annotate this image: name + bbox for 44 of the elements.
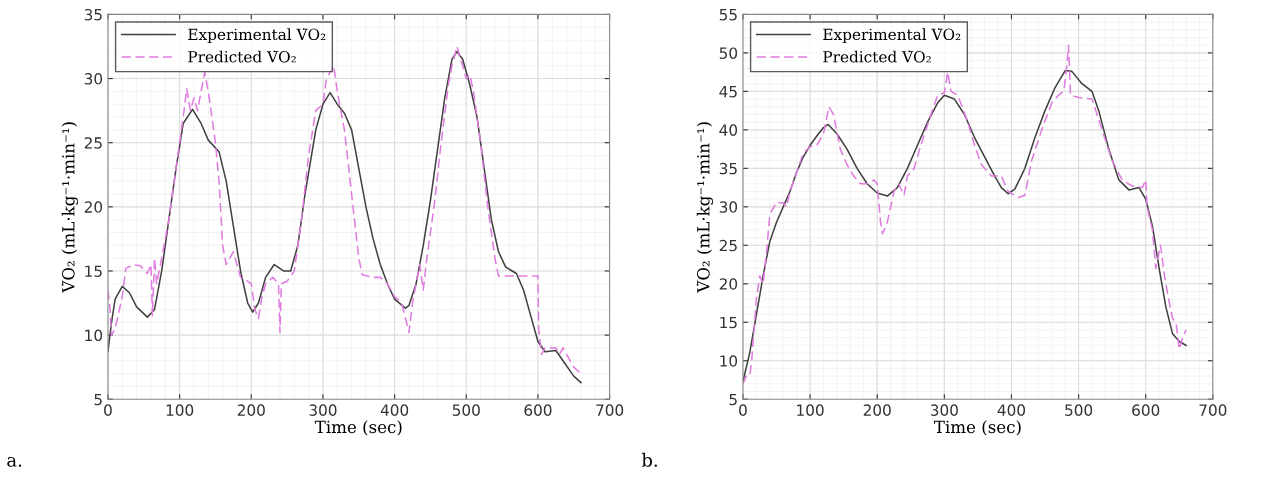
x-tick-label: 200 [863,404,891,416]
x-tick-label: 200 [237,404,265,416]
x-tick-label: 0 [104,404,112,416]
legend-label: Experimental V̇O₂ [823,28,961,44]
y-tick-label: 50 [719,47,738,59]
y-tick-label: 40 [719,124,738,136]
y-tick-label: 35 [719,162,737,175]
y-tick-label: 55 [719,9,737,21]
text: a. [7,456,22,467]
x-axis-title: Time (sec) [314,420,402,436]
y-tick-label: 35 [84,8,102,21]
x-tick-label: 600 [524,404,552,416]
x-tick-label: 100 [797,404,824,416]
x-tick-label: 700 [596,404,624,416]
x-tick-label: 700 [1199,404,1227,416]
legend-label: Predicted V̇O₂ [188,50,296,63]
x-tick-label: 300 [309,404,337,416]
y-tick-label: 10 [85,329,103,342]
y-tick-label: 30 [84,73,103,85]
y-tick-label: 15 [720,316,737,329]
x-tick-label: 500 [452,404,480,416]
y-tick-label: 25 [84,137,102,149]
y-tick-label: 10 [720,355,738,367]
y-tick-label: 5 [729,393,737,406]
y-axis-title: V̇O₂ (mL·kg⁻¹·min⁻¹) [696,122,714,293]
x-tick-label: 500 [1065,404,1093,416]
x-tick-label: 400 [380,404,409,416]
x-tick-label: 300 [930,404,958,416]
legend-label: Experimental V̇O₂ [188,28,326,44]
x-tick-label: 100 [166,404,194,416]
x-axis-title: Time (sec) [933,420,1021,436]
y-tick-label: 30 [719,201,738,213]
y-tick-label: 25 [719,239,737,252]
y-tick-label: 20 [84,201,103,213]
y-tick-label: 45 [719,86,737,98]
legend-label: Predicted V̇O₂ [823,50,931,63]
y-tick-label: 20 [719,278,738,290]
y-tick-label: 15 [85,265,102,277]
x-tick-label: 0 [739,404,747,416]
text: b. [641,452,657,467]
y-tick-label: 5 [94,393,102,406]
y-axis-title: V̇O₂ (mL·kg⁻¹·min⁻¹) [61,122,79,293]
x-tick-label: 600 [1132,404,1160,416]
x-tick-label: 400 [997,404,1026,416]
